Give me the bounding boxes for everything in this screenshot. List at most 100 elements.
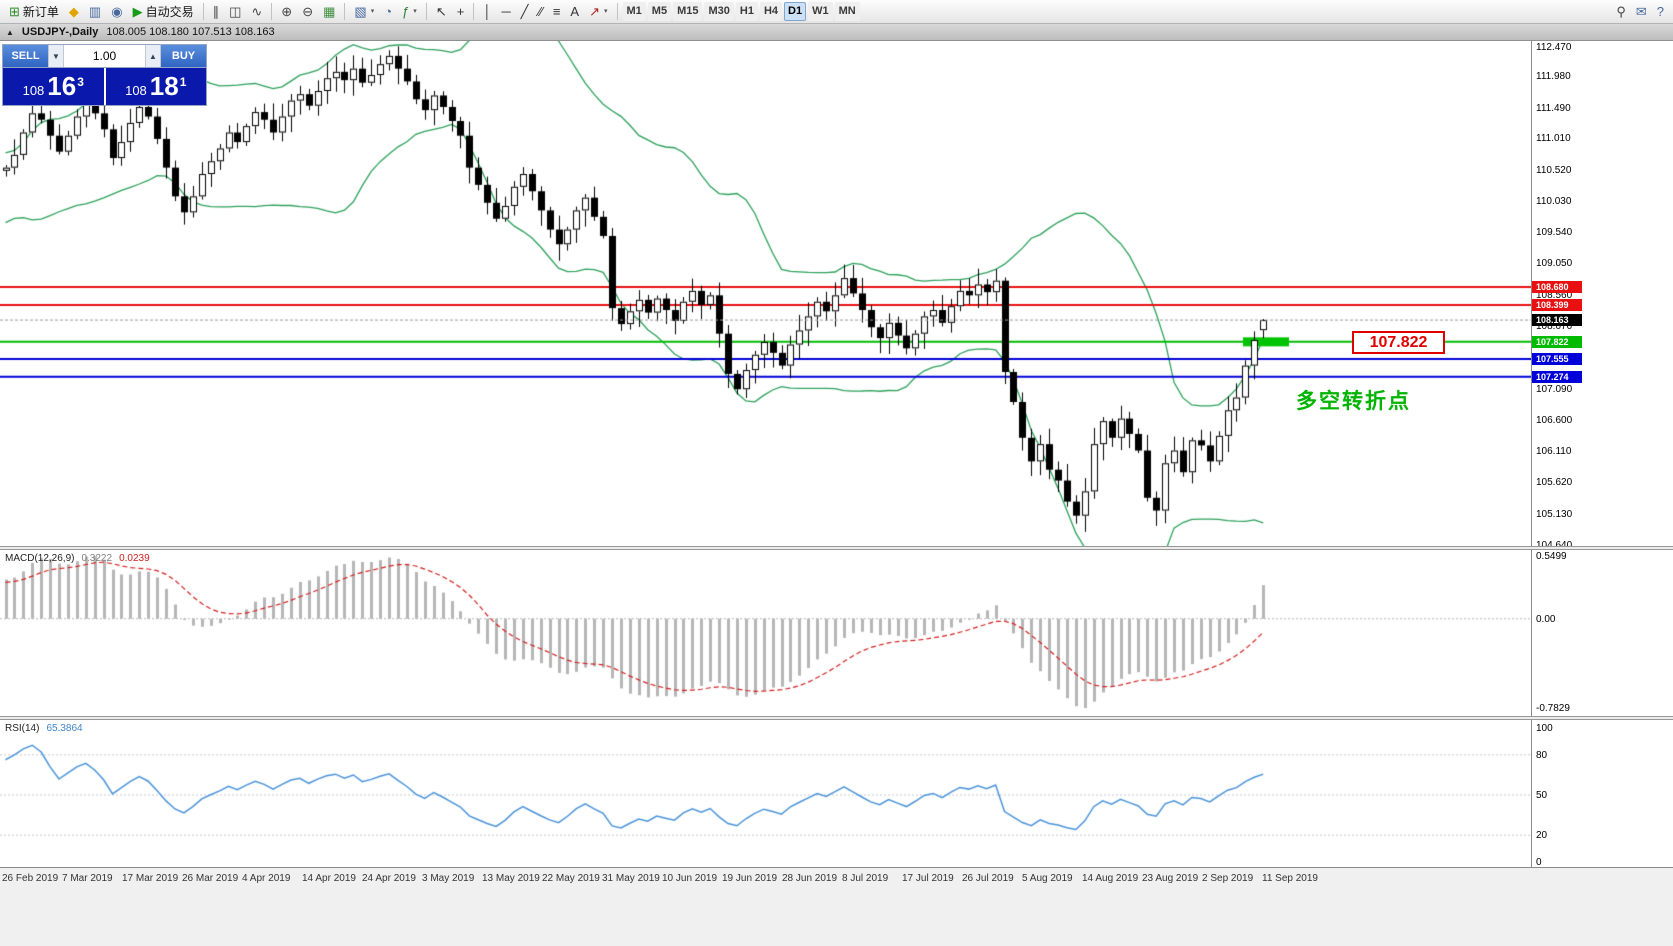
toolbar-separator — [271, 3, 273, 20]
one-click-collapse-icon[interactable]: ▲ — [6, 27, 14, 37]
rsi-label: RSI(14) — [5, 723, 40, 734]
chat-button[interactable]: ✉ — [1632, 2, 1651, 21]
buy-price-sup: 1 — [179, 75, 187, 89]
tile-windows-button[interactable]: ▦ — [319, 2, 339, 21]
macd-main-value: 0.3222 — [81, 553, 113, 564]
timeframe-MN[interactable]: MN — [834, 2, 860, 21]
volume-field[interactable]: 1.00 — [64, 45, 145, 67]
volume-down-button[interactable]: ▼ — [48, 45, 64, 67]
price-tick: 105.620 — [1536, 477, 1573, 489]
date-label: 17 Jul 2019 — [902, 873, 954, 884]
date-label: 14 Apr 2019 — [302, 873, 356, 884]
timeframe-M30[interactable]: M30 — [704, 2, 734, 21]
sell-price-sup: 3 — [77, 75, 84, 89]
trendline-button[interactable]: ╱ — [517, 2, 533, 21]
price-tick: 110.520 — [1536, 164, 1572, 176]
sell-button[interactable]: SELL — [3, 45, 48, 67]
rsi-splitter[interactable] — [0, 716, 1673, 720]
macd-panel-canvas[interactable] — [0, 550, 1531, 716]
timeframe-group: M1 M5 M15 M30 H1 H4 D1 W1 MN — [622, 2, 861, 21]
price-annotation-label[interactable]: 107.822 — [1352, 331, 1445, 354]
timeframe-H1[interactable]: H1 — [735, 2, 758, 21]
search-icon: ⚲ — [1616, 4, 1626, 19]
price-tick: 110.030 — [1536, 195, 1572, 207]
price-axis-border — [1531, 41, 1532, 867]
chart-bars-button[interactable]: ∥ — [209, 2, 224, 21]
rsi-panel-canvas[interactable] — [0, 720, 1531, 867]
sell-price-button[interactable]: 108 16 3 — [3, 68, 104, 105]
new-chart-button[interactable]: ▧ ▾ — [350, 2, 378, 21]
date-label: 11 Sep 2019 — [1262, 873, 1318, 884]
cursor-button[interactable]: ↖ — [432, 2, 451, 21]
buy-button[interactable]: BUY — [161, 45, 206, 67]
chart-symbol-title: USDJPY-,Daily — [21, 26, 99, 38]
timeframe-H4[interactable]: H4 — [759, 2, 783, 21]
vertical-line-button[interactable]: │ — [479, 2, 495, 21]
volume-value: 1.00 — [92, 49, 117, 63]
toolbar: ⊞ 新订单 ◆ ▥ ◉ ▶ 自动交易 ∥ ◫ ∿ ⊕ ⊖ ▦ ▧ ▾ ◔ ƒ ▾ ↖ + │ ─ ╱ ∕∕ ≡ A ↗ ▾ M1 M5 M… — [0, 0, 1673, 24]
autotrading-button-label: 自动交易 — [145, 4, 194, 19]
chinese-annotation-text[interactable]: 多空转折点 — [1296, 390, 1411, 413]
arrows-button[interactable]: ↗ ▾ — [585, 2, 611, 21]
metaquotes-button[interactable]: ◆ — [65, 2, 83, 21]
date-label: 26 Jul 2019 — [962, 873, 1014, 884]
macd-splitter[interactable] — [0, 546, 1673, 550]
date-label: 24 Apr 2019 — [362, 873, 416, 884]
chevron-down-icon: ▾ — [604, 8, 608, 15]
search-button[interactable]: ⚲ — [1612, 2, 1630, 21]
rsi-axis-label: 80 — [1536, 749, 1548, 761]
macd-label: MACD(12,26,9) — [5, 553, 75, 564]
timeframe-D1[interactable]: D1 — [784, 2, 807, 21]
arrows-icon: ↗ — [589, 4, 600, 19]
data-window-icon: ▥ — [88, 4, 102, 19]
horizontal-line-button[interactable]: ─ — [497, 2, 514, 21]
date-label: 13 May 2019 — [482, 873, 540, 884]
help-button[interactable]: ? — [1653, 2, 1668, 21]
time-axis[interactable]: 26 Feb 2019 7 Mar 2019 17 Mar 2019 26 Mar 2… — [0, 867, 1673, 946]
level-price-tag: 107.822 — [1532, 335, 1582, 348]
cursor-icon: ↖ — [435, 4, 447, 19]
timeframe-M1[interactable]: M1 — [622, 2, 646, 21]
text-button[interactable]: A — [566, 2, 583, 21]
rsi-axis-label: 50 — [1536, 790, 1548, 801]
date-label: 26 Feb 2019 — [2, 873, 59, 884]
price-tick: 108.560 — [1536, 289, 1573, 301]
autotrading-icon: ▶ — [132, 4, 143, 19]
crosshair-button[interactable]: + — [453, 2, 469, 21]
one-click-prices-row: 108 16 3 108 18 1 — [3, 68, 206, 105]
chart-line-icon: ∿ — [251, 4, 263, 19]
profiles-button[interactable]: ◔ — [380, 2, 396, 21]
main-chart-canvas[interactable] — [0, 41, 1531, 546]
autotrading-button[interactable]: ▶ 自动交易 — [129, 2, 198, 21]
indicators-button[interactable]: ƒ ▾ — [398, 2, 421, 21]
fibonacci-button[interactable]: ≡ — [549, 2, 565, 21]
date-label: 5 Aug 2019 — [1022, 873, 1073, 884]
date-label: 17 Mar 2019 — [122, 873, 179, 884]
chart-candles-button[interactable]: ◫ — [225, 2, 245, 21]
data-window-button[interactable]: ▥ — [85, 2, 105, 21]
sell-price-prefix: 108 — [22, 83, 45, 98]
chart-candles-icon: ◫ — [229, 4, 242, 19]
price-tick: 108.070 — [1536, 321, 1573, 332]
buy-price-button[interactable]: 108 18 1 — [106, 68, 207, 105]
timeframe-M15[interactable]: M15 — [673, 2, 703, 21]
current-price-tag: 108.163 — [1532, 314, 1582, 327]
level-price-tag: 107.555 — [1532, 352, 1582, 365]
macd-signal-value: 0.0239 — [119, 553, 150, 564]
timeframe-W1[interactable]: W1 — [808, 2, 833, 21]
indicators-icon: ƒ — [402, 4, 410, 19]
price-tick: 105.130 — [1536, 508, 1573, 520]
chart-line-button[interactable]: ∿ — [247, 2, 266, 21]
level-price-tag: 108.399 — [1532, 298, 1582, 311]
community-button[interactable]: ◉ — [107, 2, 126, 21]
volume-up-button[interactable]: ▲ — [145, 45, 161, 67]
zoom-out-button[interactable]: ⊖ — [298, 2, 317, 21]
zoom-in-button[interactable]: ⊕ — [277, 2, 296, 21]
timeframe-M5[interactable]: M5 — [647, 2, 672, 21]
new-order-button[interactable]: ⊞ 新订单 — [5, 2, 63, 21]
channel-button[interactable]: ∕∕ — [534, 2, 546, 21]
level-price-tag: 107.274 — [1532, 370, 1582, 383]
new-order-icon: ⊞ — [9, 4, 20, 19]
price-divider — [103, 68, 106, 105]
